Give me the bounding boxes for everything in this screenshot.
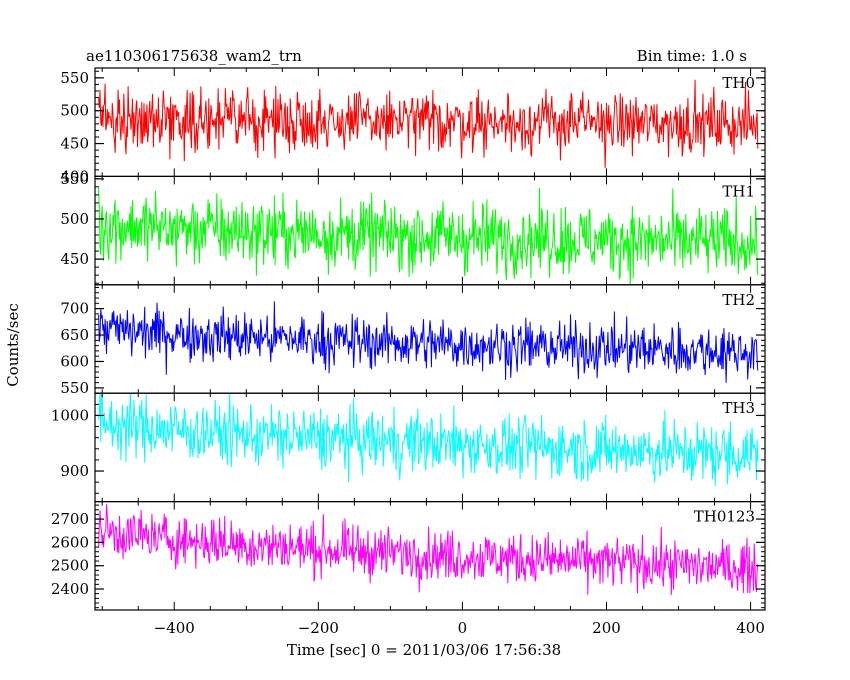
y-tick-label: 900 bbox=[60, 462, 89, 480]
x-tick-label: −400 bbox=[154, 619, 195, 637]
y-tick-label: 2500 bbox=[51, 557, 89, 575]
y-tick-label: 600 bbox=[60, 352, 89, 370]
y-tick-label: 700 bbox=[60, 300, 89, 318]
panels-layer: 400 450 500 550 TH0 450 500 550 TH1 550 600 650 700 T… bbox=[51, 67, 766, 611]
bin-time-label: Bin time: 1.0 s bbox=[637, 47, 747, 65]
x-axis: −400 −200 0 200 400 bbox=[154, 619, 765, 637]
panel-frame bbox=[94, 501, 766, 611]
series-th0-line bbox=[98, 79, 759, 168]
x-tick-label: 200 bbox=[592, 619, 621, 637]
y-tick-label: 2700 bbox=[51, 510, 89, 528]
panel-frame bbox=[94, 284, 766, 394]
y-tick-label: 450 bbox=[60, 250, 89, 268]
y-tick-label: 400 bbox=[60, 167, 89, 185]
y-tick-label: 650 bbox=[60, 326, 89, 344]
panel-name-label: TH0 bbox=[722, 74, 755, 92]
series-th1-line bbox=[98, 187, 759, 285]
panel-name-label: TH3 bbox=[722, 399, 755, 417]
y-tick-label: 2400 bbox=[51, 580, 89, 598]
y-tick-label: 500 bbox=[60, 210, 89, 228]
y-tick-label: 500 bbox=[60, 102, 89, 120]
panel-name-label: TH0123 bbox=[694, 508, 755, 526]
panel-th0: 400 450 500 550 TH0 bbox=[60, 67, 766, 185]
y-tick-label: 450 bbox=[60, 135, 89, 153]
x-tick-label: 0 bbox=[458, 619, 468, 637]
y-tick-label: 1000 bbox=[51, 406, 89, 424]
series-th0123-line bbox=[98, 504, 759, 596]
panel-name-label: TH2 bbox=[722, 291, 755, 309]
y-tick-label: 550 bbox=[60, 69, 89, 87]
y-tick-label: 2600 bbox=[51, 533, 89, 551]
y-axis-label: Counts/sec bbox=[4, 303, 22, 387]
panel-th3: 900 1000 TH3 bbox=[51, 392, 766, 503]
panel-name-label: TH1 bbox=[722, 182, 755, 200]
panel-th1: 450 500 550 TH1 bbox=[60, 170, 766, 286]
object-id-title: ae110306175638_wam2_trn bbox=[86, 47, 302, 65]
y-tick-label: 550 bbox=[60, 379, 89, 397]
x-tick-label: −200 bbox=[298, 619, 339, 637]
panel-th0123: 2400 2500 2600 2700 TH0123 bbox=[51, 501, 766, 611]
x-axis-label: Time [sec] 0 = 2011/03/06 17:56:38 bbox=[287, 641, 561, 659]
y-tick-label: 550 bbox=[60, 170, 89, 188]
series-th2-line bbox=[98, 301, 759, 383]
panel-th2: 550 600 650 700 TH2 bbox=[60, 284, 766, 397]
x-tick-label: 400 bbox=[736, 619, 765, 637]
series-th3-line bbox=[98, 393, 759, 487]
